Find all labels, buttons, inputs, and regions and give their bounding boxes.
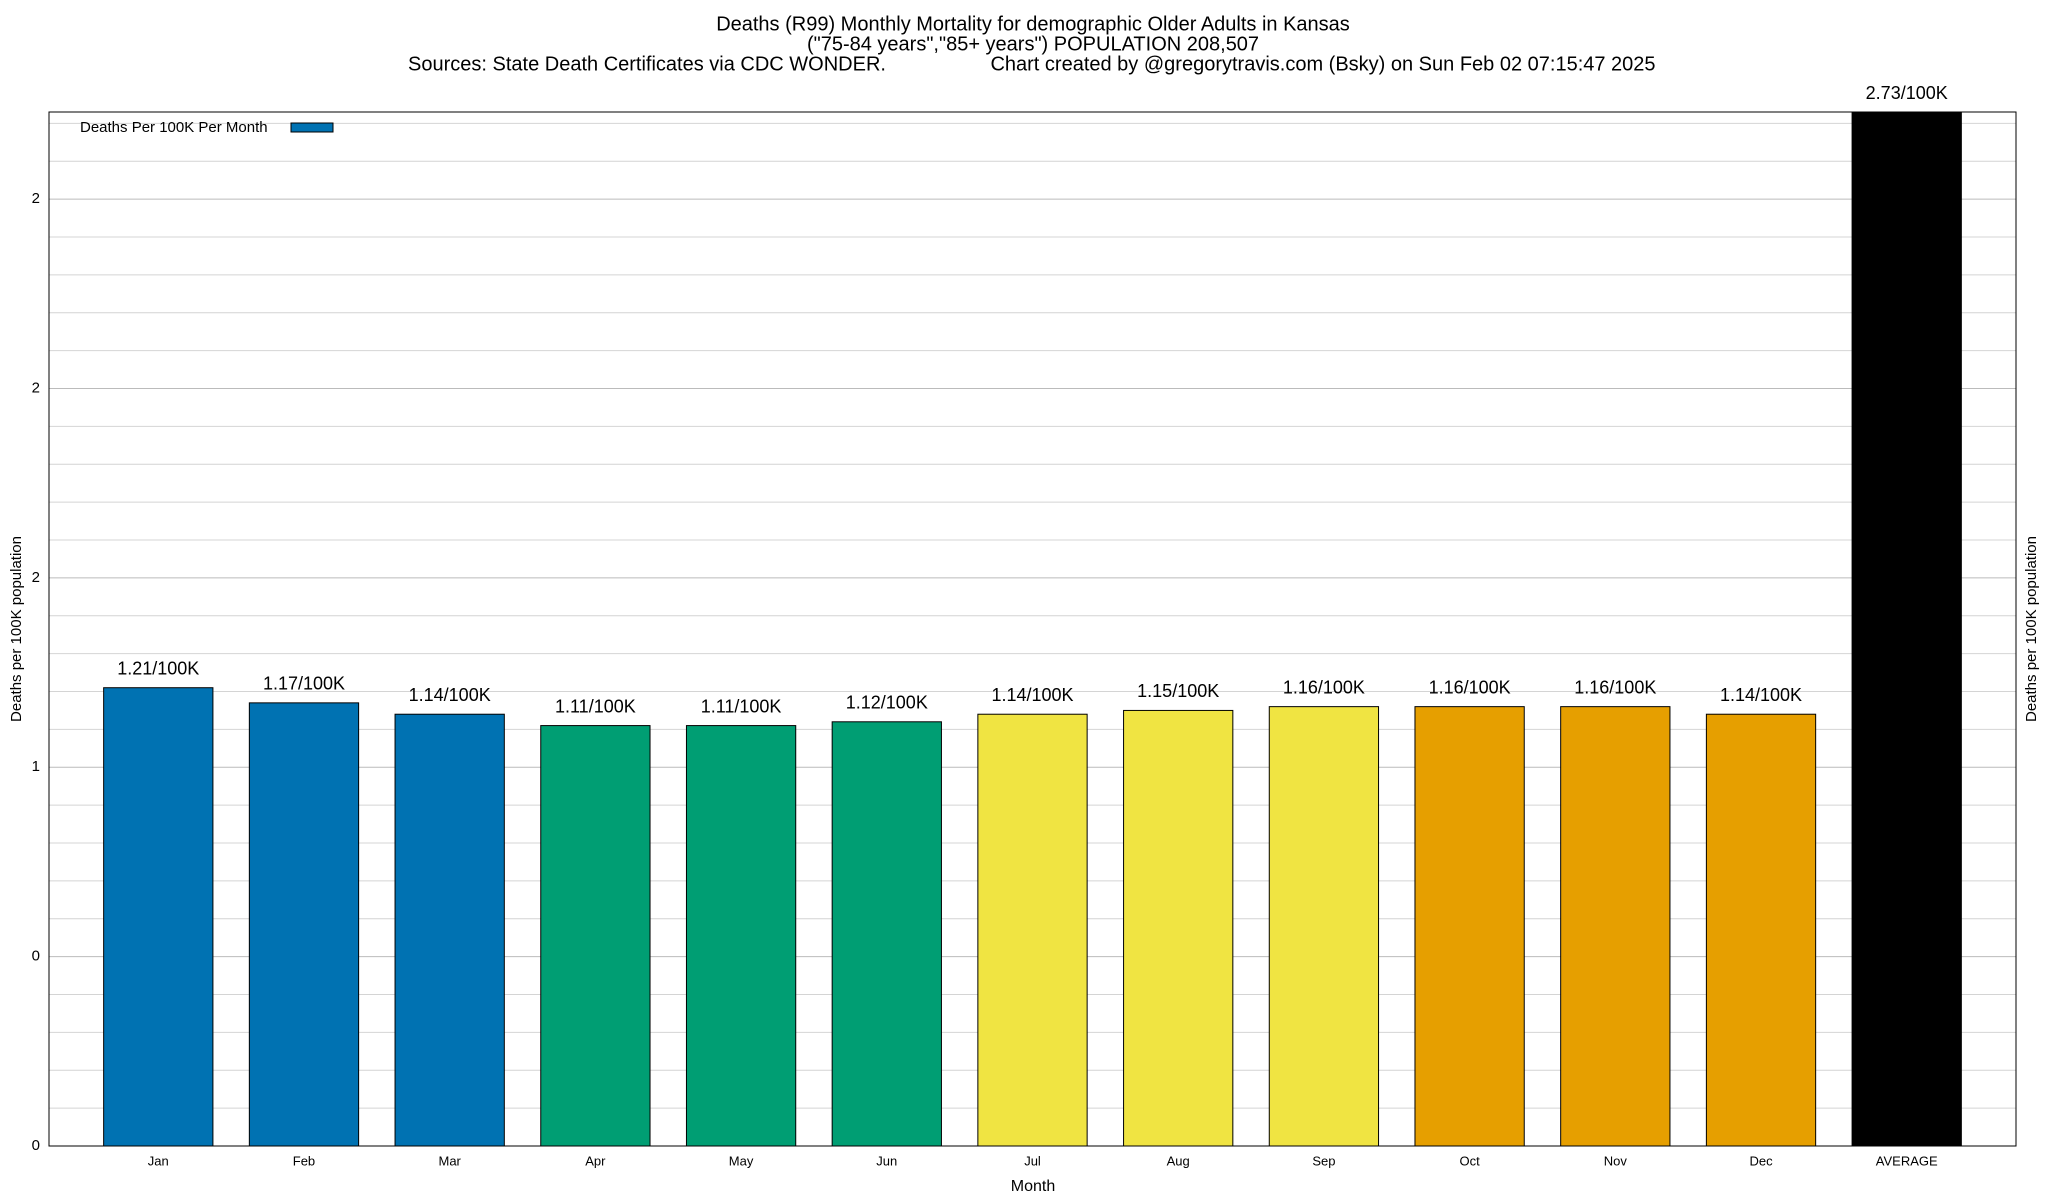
x-tick-label: Jul <box>1024 1153 1041 1168</box>
value-label: 1.12/100K <box>846 693 928 713</box>
value-label: 1.17/100K <box>263 674 345 694</box>
value-label: 2.73/100K <box>1866 83 1948 103</box>
x-tick-label: Dec <box>1749 1153 1773 1168</box>
bar <box>1268 706 1380 1147</box>
value-label: 1.14/100K <box>991 685 1073 705</box>
y-axis-label: Deaths per 100K population <box>8 536 25 722</box>
bar <box>103 687 214 1147</box>
x-tick-label: Apr <box>585 1153 606 1168</box>
x-tick-label: Jun <box>876 1153 897 1168</box>
x-tick-label: Jan <box>148 1153 169 1168</box>
y-tick-label: 1 <box>32 758 40 775</box>
x-tick-label: Sep <box>1312 1153 1335 1168</box>
legend-label: Deaths Per 100K Per Month <box>80 119 268 136</box>
source: Sources: State Death Certificates via CD… <box>408 53 886 75</box>
x-tick-label: AVERAGE <box>1876 1153 1938 1168</box>
bar <box>248 702 360 1147</box>
y-tick-label: 2 <box>32 379 40 396</box>
value-label: 1.11/100K <box>555 696 636 716</box>
credit: Chart created by @gregorytravis.com (Bsk… <box>990 53 1655 75</box>
value-label: 1.11/100K <box>701 696 782 716</box>
bar <box>394 713 505 1147</box>
y2-axis-label: Deaths per 100K population <box>2023 536 2040 722</box>
x-tick-label: Aug <box>1167 1153 1190 1168</box>
chart-title: Deaths (R99) Monthly Mortality for demog… <box>716 13 1350 35</box>
value-label: 1.14/100K <box>1720 685 1802 705</box>
x-tick-label: Oct <box>1459 1153 1480 1168</box>
y-tick-label: 2 <box>32 190 40 207</box>
y-tick-label: 0 <box>32 1137 40 1154</box>
bar <box>977 713 1088 1147</box>
x-tick-label: May <box>729 1153 754 1168</box>
x-axis-label: Month <box>1011 1178 1055 1195</box>
bar <box>540 725 651 1147</box>
y-tick-label: 0 <box>32 948 40 965</box>
legend-swatch <box>290 122 334 133</box>
bar <box>1705 713 1817 1147</box>
value-label: 1.16/100K <box>1283 677 1365 697</box>
bar <box>1560 706 1671 1147</box>
value-label: 1.21/100K <box>117 658 199 678</box>
x-tick-label: Nov <box>1604 1153 1628 1168</box>
value-label: 1.15/100K <box>1137 681 1219 701</box>
value-label: 1.16/100K <box>1429 677 1511 697</box>
x-tick-label: Feb <box>293 1153 315 1168</box>
value-label: 1.14/100K <box>409 685 491 705</box>
y-tick-label: 2 <box>32 569 40 586</box>
bar <box>1414 706 1525 1147</box>
x-tick-label: Mar <box>438 1153 461 1168</box>
bar <box>1851 111 1962 1147</box>
bar <box>831 721 942 1147</box>
chart-subtitle: ("75-84 years","85+ years") POPULATION 2… <box>807 33 1259 55</box>
value-label: 1.16/100K <box>1574 677 1656 697</box>
bar <box>685 725 797 1147</box>
bar <box>1123 709 1234 1147</box>
